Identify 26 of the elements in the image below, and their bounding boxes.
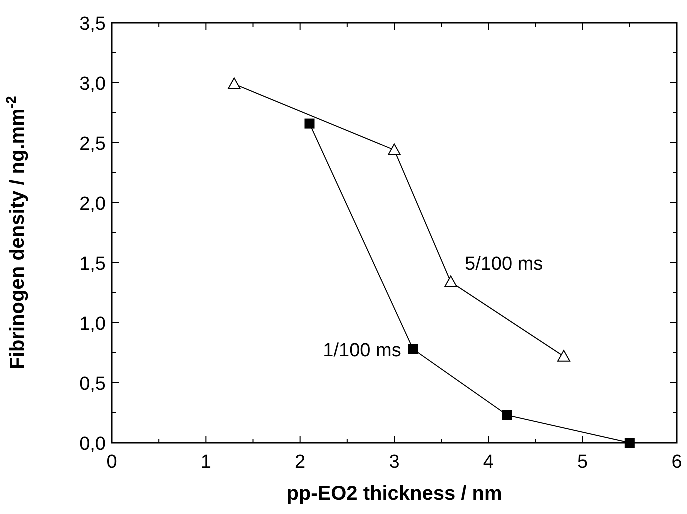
point bbox=[502, 410, 512, 420]
point bbox=[228, 78, 241, 90]
point bbox=[408, 344, 418, 354]
y-tick-label: 3,5 bbox=[80, 14, 106, 35]
point bbox=[304, 118, 315, 129]
y-tick-label: 0,5 bbox=[80, 374, 106, 395]
x-tick-label: 4 bbox=[483, 452, 494, 473]
point bbox=[624, 438, 635, 448]
point bbox=[444, 276, 458, 288]
y-tick-label: 2,5 bbox=[80, 134, 106, 155]
x-tick-label: 2 bbox=[295, 452, 306, 473]
x-axis-title: pp-EO2 thickness / nm bbox=[286, 483, 502, 505]
x-tick-label: 1 bbox=[200, 452, 212, 473]
x-tick-label: 3 bbox=[389, 452, 400, 473]
y-tick-label: 1,0 bbox=[80, 314, 106, 335]
x-tick-label: 6 bbox=[672, 452, 682, 473]
x-tick-label: 0 bbox=[106, 452, 118, 473]
y-tick-label: 2,0 bbox=[80, 194, 106, 215]
point bbox=[388, 144, 401, 156]
series-label: 5/100 ms bbox=[465, 254, 544, 276]
x-tick-label: 5 bbox=[578, 452, 588, 473]
point bbox=[558, 350, 570, 362]
y-tick-label: 3,0 bbox=[80, 74, 106, 95]
series-label: 1/100 ms bbox=[323, 340, 402, 362]
y-tick-label: 0,0 bbox=[80, 434, 106, 455]
y-tick-label: 1,5 bbox=[80, 254, 106, 275]
